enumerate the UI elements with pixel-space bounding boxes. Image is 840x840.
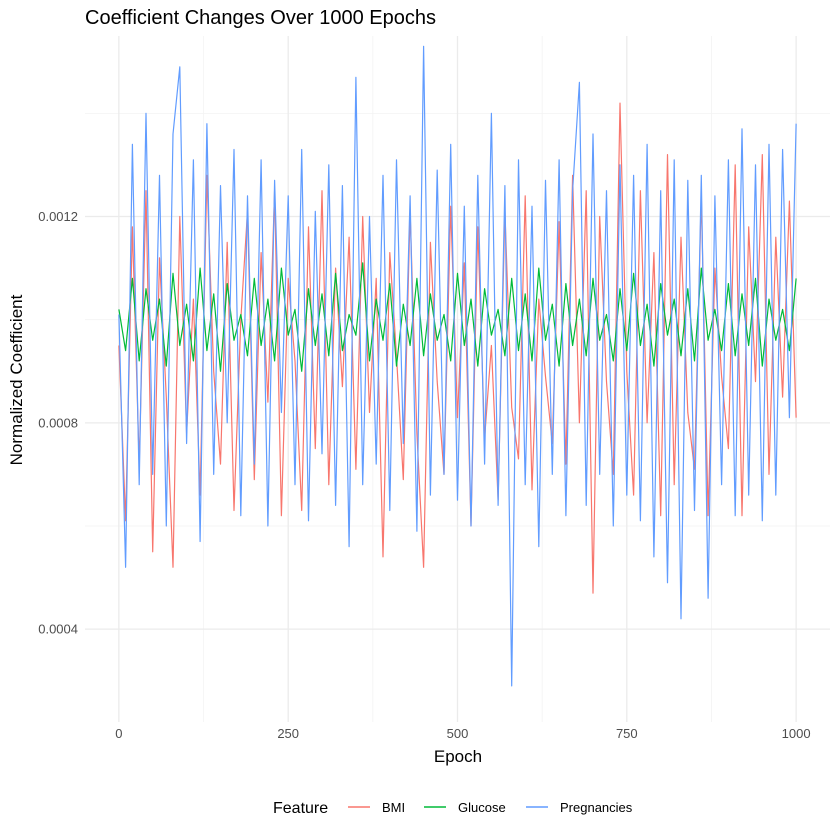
legend-label-pregnancies: Pregnancies — [560, 800, 633, 815]
y-axis-title: Normalized Coefficient — [7, 294, 26, 465]
x-tick-label: 0 — [115, 726, 122, 741]
series-line-pregnancies — [118, 45, 797, 687]
legend-items: BMI Glucose Pregnancies — [348, 800, 633, 815]
x-tick-label: 500 — [447, 726, 469, 741]
x-axis-title: Epoch — [434, 747, 482, 766]
x-tick-label: 750 — [616, 726, 638, 741]
tick-labels: 0 250 500 750 1000 0.0004 0.0008 0.0012 — [38, 209, 810, 741]
legend-label-glucose: Glucose — [458, 800, 506, 815]
x-tick-label: 250 — [277, 726, 299, 741]
series-lines — [118, 45, 797, 687]
chart-title: Coefficient Changes Over 1000 Epochs — [85, 7, 436, 29]
x-tick-label: 1000 — [782, 726, 811, 741]
legend-label-bmi: BMI — [382, 800, 405, 815]
legend-title: Feature — [273, 800, 328, 817]
y-tick-label: 0.0008 — [38, 415, 78, 430]
y-tick-label: 0.0004 — [38, 622, 78, 637]
y-tick-label: 0.0012 — [38, 209, 78, 224]
legend: Feature BMI Glucose Pregnancies — [273, 800, 633, 817]
series-line-glucose — [118, 262, 797, 372]
series-line-bmi — [118, 102, 797, 594]
